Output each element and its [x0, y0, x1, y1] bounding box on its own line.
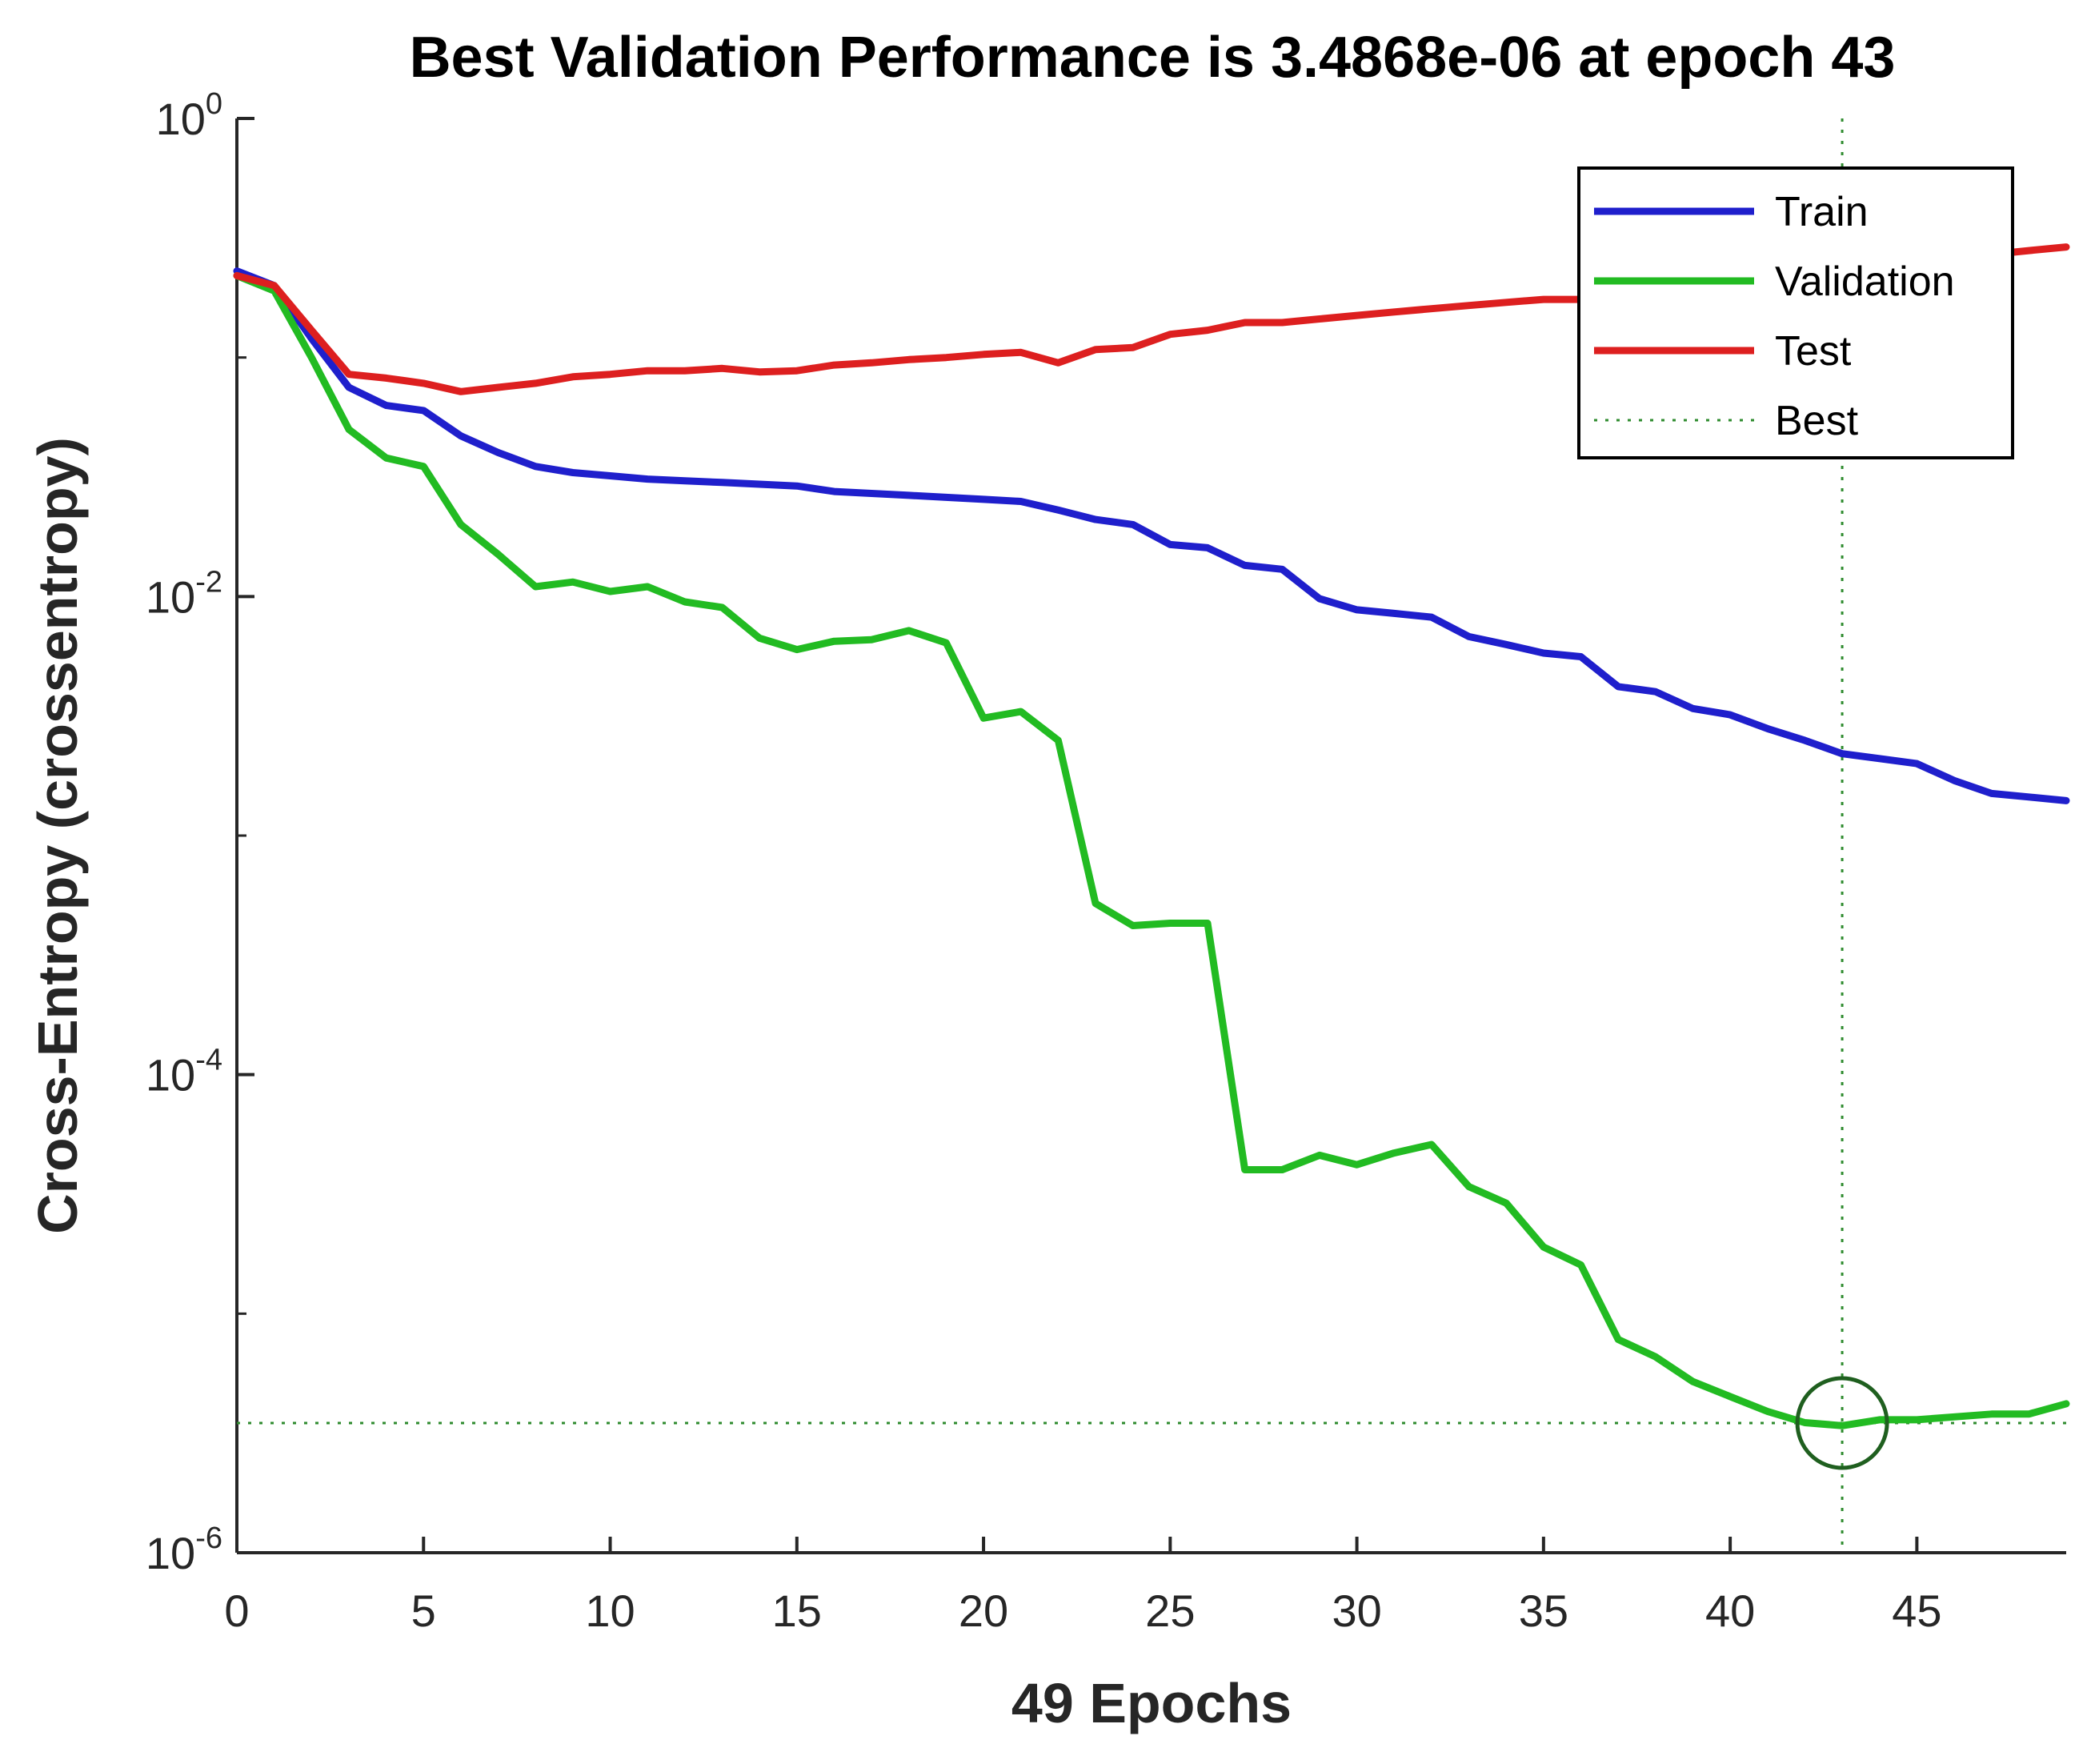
x-tick-label: 15 [772, 1586, 822, 1636]
y-tick-label: 10-4 [146, 1044, 222, 1100]
x-tick-label: 30 [1332, 1586, 1381, 1636]
x-tick-label: 20 [959, 1586, 1008, 1636]
y-ticks: 100 10-2 10-4 10-6 [146, 87, 254, 1578]
x-tick-label: 10 [585, 1586, 635, 1636]
x-tick-label: 35 [1519, 1586, 1568, 1636]
y-tick-label: 100 [156, 87, 222, 144]
best-marker-lines [237, 118, 2066, 1553]
x-tick-label: 5 [411, 1586, 436, 1636]
legend: Train Validation Test Best [1577, 166, 2014, 459]
x-tick-label: 45 [1892, 1586, 1941, 1636]
x-tick-label: 40 [1705, 1586, 1755, 1636]
y-axis-label: Cross-Entropy (crossentropy) [26, 437, 89, 1234]
legend-label-validation: Validation [1775, 259, 1955, 305]
x-tick-label: 25 [1145, 1586, 1195, 1636]
x-tick-label: 0 [224, 1586, 249, 1636]
x-axis-label: 49 Epochs [1011, 1672, 1292, 1734]
y-tick-label: 10-6 [146, 1521, 222, 1578]
legend-label-test: Test [1775, 328, 1852, 375]
series-train-line [233, 267, 2070, 804]
y-tick-label: 10-2 [146, 565, 222, 622]
series-validation-line [233, 271, 2070, 1429]
legend-label-train: Train [1775, 189, 1869, 235]
legend-label-best: Best [1775, 398, 1859, 444]
best-point-circle [1795, 1376, 1889, 1470]
legend-box [1577, 166, 2014, 459]
x-ticks: 0 5 10 15 20 25 30 35 40 45 [224, 1537, 1942, 1636]
chart-title: Best Validation Performance is 3.4868e-0… [410, 26, 1896, 90]
best-point-group [1795, 1376, 1889, 1470]
